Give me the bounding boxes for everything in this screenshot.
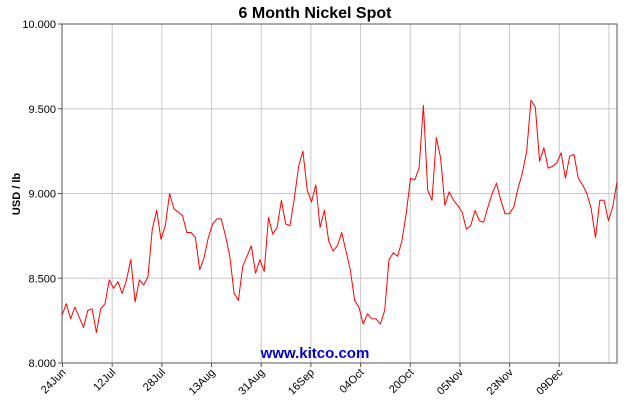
y-tick-label: 9.500 (28, 104, 56, 116)
x-tick-label: 16Sep (286, 367, 317, 398)
series-group (61, 99, 618, 333)
y-tick-label: 8.500 (28, 273, 56, 285)
x-tick-label: 28Jul (141, 367, 168, 394)
y-tick-label: 9.000 (28, 189, 56, 201)
y-axis-ticks: 8.000 8.500 9.000 9.500 10.000 (22, 19, 62, 370)
x-tick-label: 13Aug (187, 367, 218, 398)
x-tick-label: 05Nov (435, 366, 466, 397)
y-tick-label: 8.000 (28, 358, 56, 370)
x-tick-label: 23Nov (485, 366, 516, 397)
x-tick-label: 20Oct (387, 367, 416, 396)
plot-border (61, 23, 618, 364)
watermark: www.kitco.com (260, 345, 370, 362)
x-tick-label: 31Aug (236, 367, 267, 398)
x-axis-ticks: 24Jun 12Jul 28Jul 13Aug 31Aug 16Sep 04Oct 20Oct… (39, 363, 566, 398)
chart-title: 6 Month Nickel Spot (239, 5, 393, 22)
y-tick-label: 10.000 (22, 19, 56, 31)
x-tick-label: 04Oct (337, 367, 366, 396)
x-tick-label: 24Jun (39, 367, 69, 397)
y-axis-label: USD / lb (11, 173, 23, 215)
x-tick-label: 09Dec (534, 366, 565, 397)
x-tick-label: 12Jul (91, 367, 118, 394)
grid-lines (62, 23, 617, 364)
series-line (61, 99, 618, 333)
